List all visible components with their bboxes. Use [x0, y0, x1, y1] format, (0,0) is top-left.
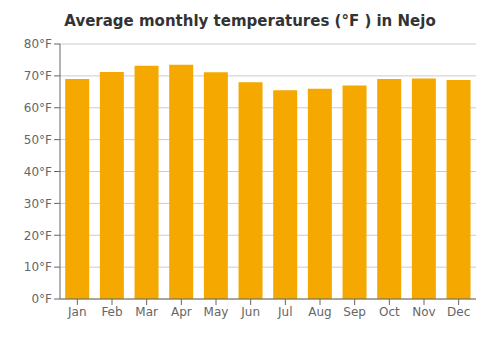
html-text:Average monthly temperatures (: Average monthly temperatures (°F ) in Ne… — [64, 12, 436, 30]
svg-text:70°F: 70°F — [24, 69, 52, 83]
svg-text:Dec: Dec — [447, 305, 470, 319]
svg-text:Apr: Apr — [171, 305, 192, 319]
svg-text:Nov: Nov — [412, 305, 435, 319]
svg-text:40°F: 40°F — [24, 165, 52, 179]
svg-text:Oct: Oct — [379, 305, 400, 319]
svg-text:May: May — [204, 305, 229, 319]
svg-text:10°F: 10°F — [24, 260, 52, 274]
svg-text:30°F: 30°F — [24, 197, 52, 211]
svg-text:Aug: Aug — [308, 305, 331, 319]
svg-text:Sep: Sep — [343, 305, 366, 319]
svg-text:0°F: 0°F — [31, 292, 52, 306]
svg-text:Jan: Jan — [67, 305, 87, 319]
svg-text:60°F: 60°F — [24, 101, 52, 115]
svg-text:Jul: Jul — [277, 305, 292, 319]
svg-text:50°F: 50°F — [24, 133, 52, 147]
svg-text:Feb: Feb — [101, 305, 122, 319]
svg-text:20°F: 20°F — [24, 229, 52, 243]
svg-text:Jun: Jun — [240, 305, 260, 319]
svg-text:80°F: 80°F — [24, 37, 52, 51]
svg-text:Mar: Mar — [135, 305, 158, 319]
